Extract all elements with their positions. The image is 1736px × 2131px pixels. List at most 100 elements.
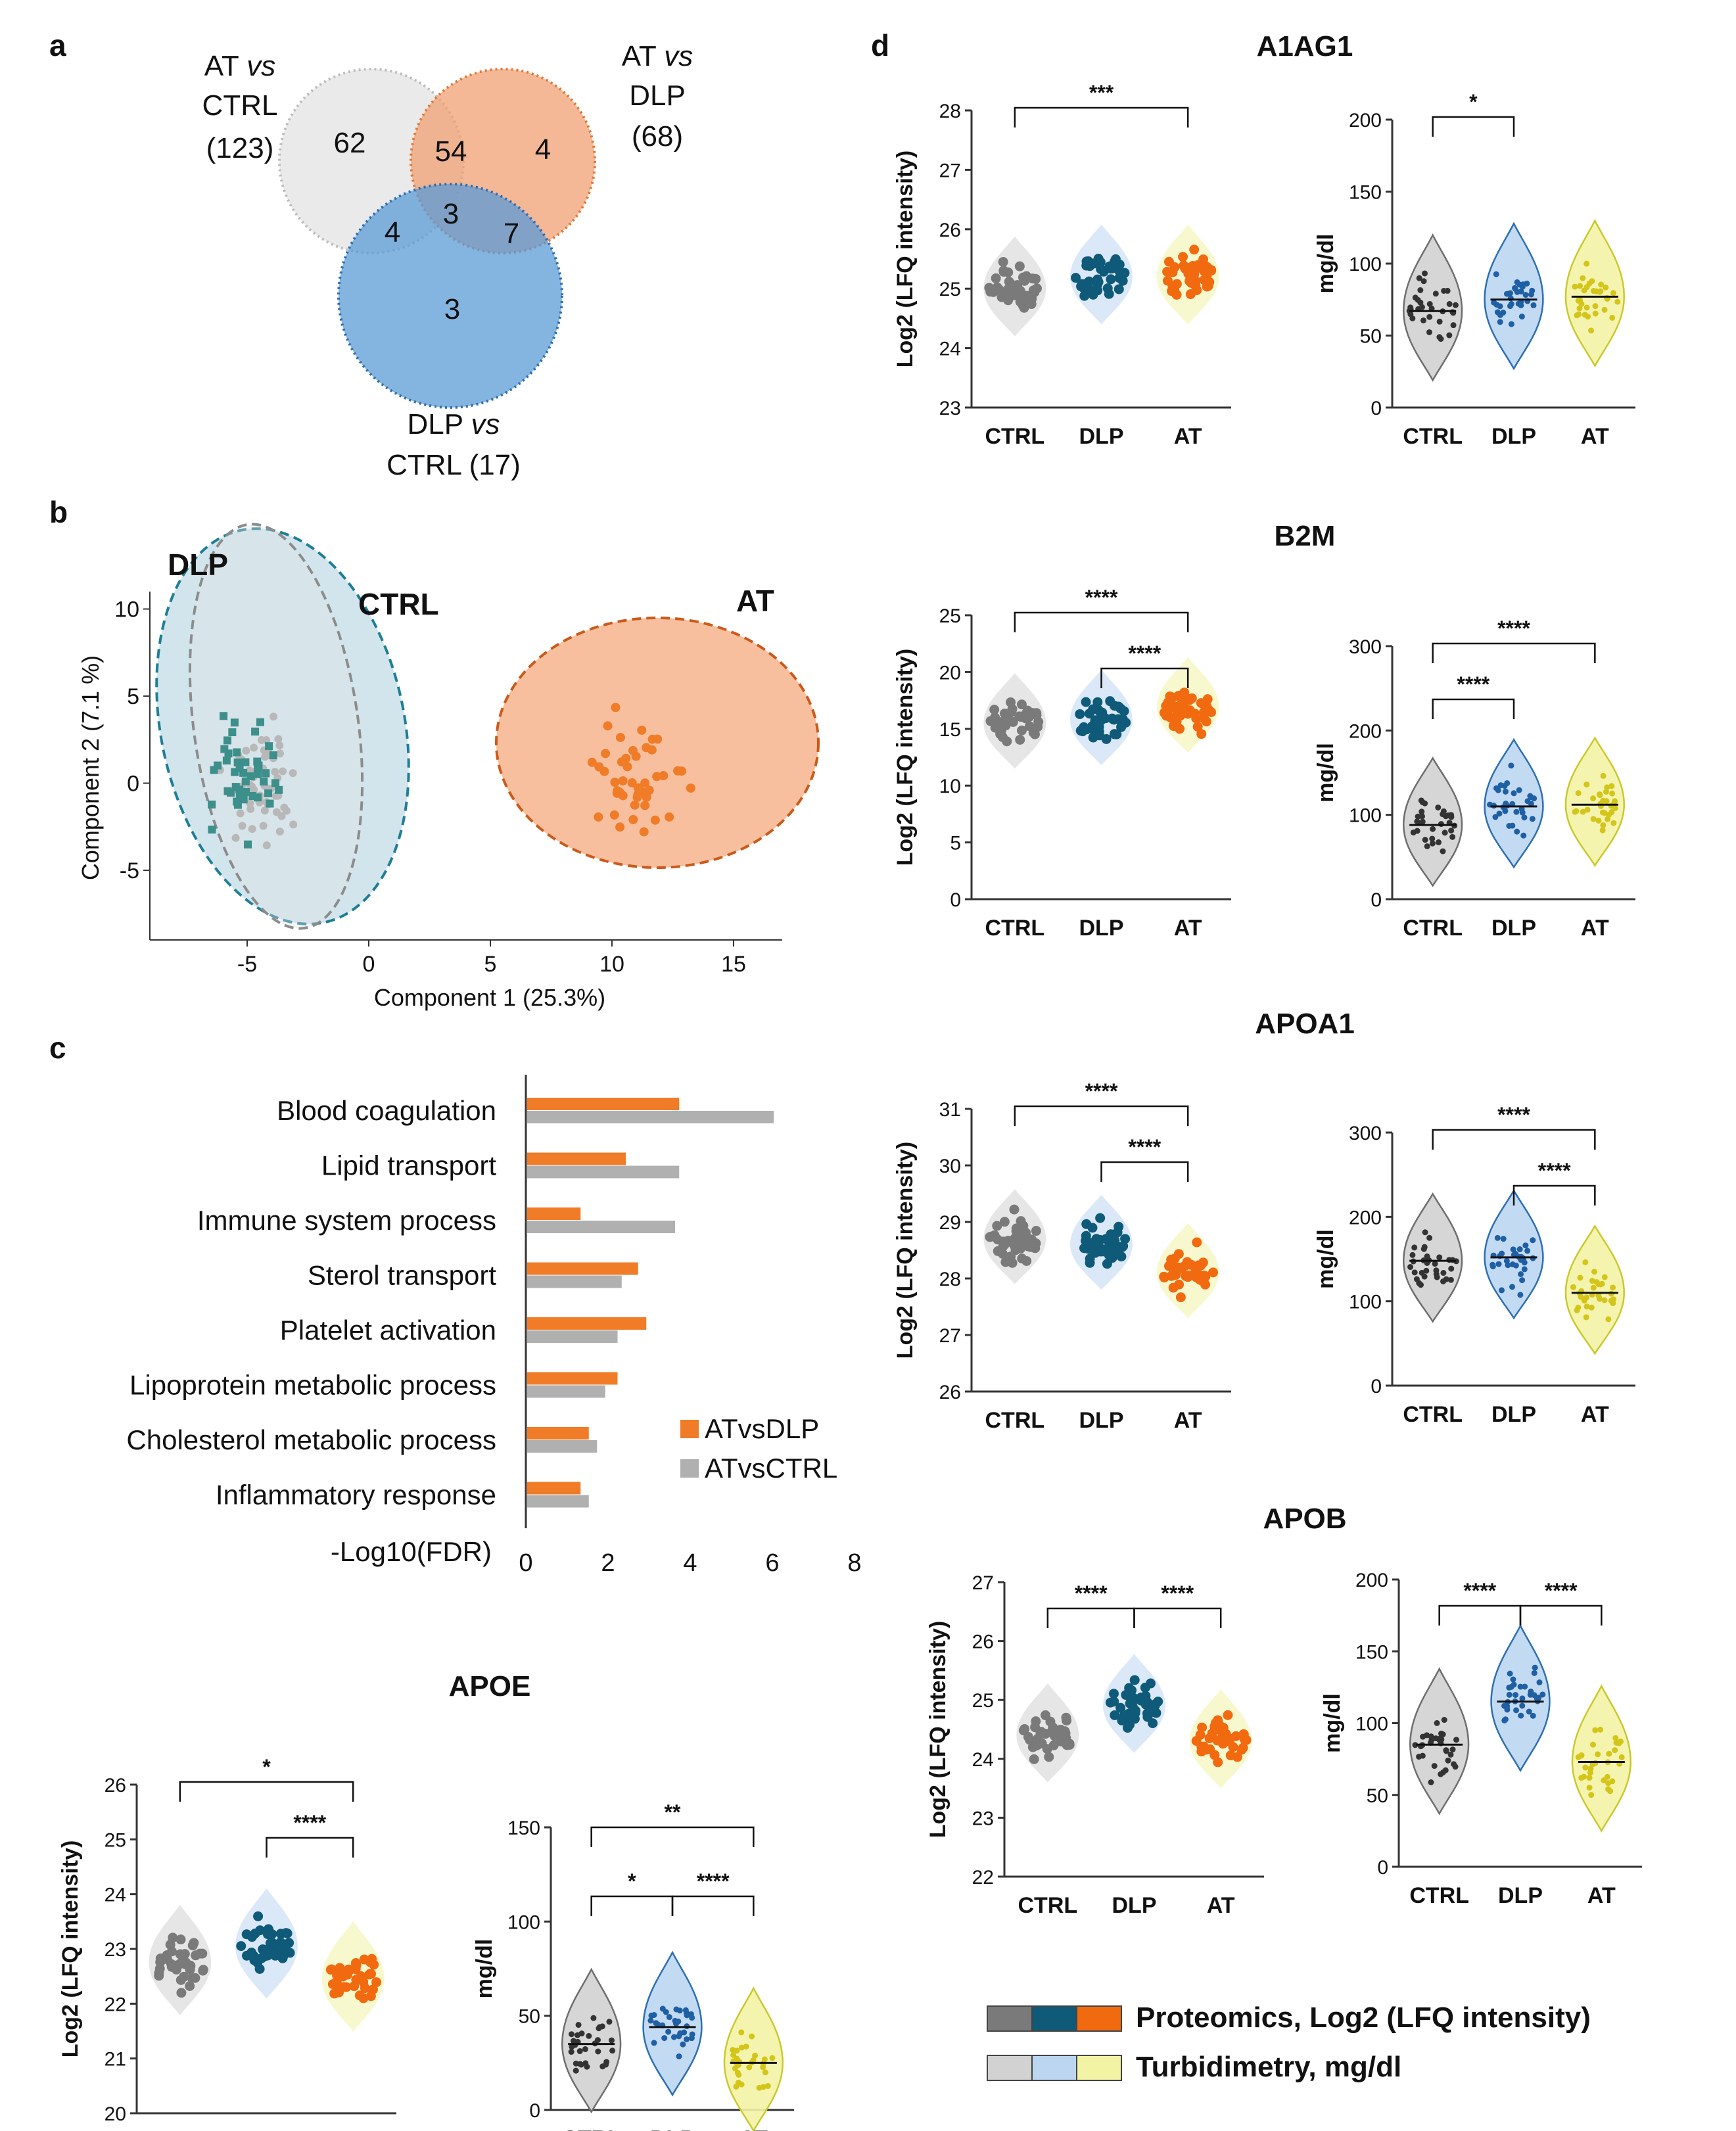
violin-point-at	[1580, 275, 1586, 281]
violin-point-ctrl	[195, 1948, 205, 1959]
violin-category-label: AT	[1581, 424, 1609, 449]
violin-point-ctrl	[595, 2048, 601, 2055]
violin-point-dlp	[1081, 697, 1091, 707]
point-at	[627, 778, 637, 788]
violin-point-dlp	[1115, 1702, 1126, 1713]
point-dlp	[223, 736, 232, 745]
point-dlp	[233, 801, 242, 809]
violin-point-ctrl	[1432, 291, 1439, 297]
violin-point-ctrl	[996, 726, 1006, 736]
violin-point-dlp	[1530, 1237, 1536, 1244]
violin-point-ctrl	[991, 273, 1001, 283]
violin-point-ctrl	[1031, 1716, 1041, 1727]
violin-point-ctrl	[1416, 1754, 1422, 1760]
point-at	[659, 771, 669, 781]
significance-stars: ****	[697, 1869, 730, 1893]
violin-category-label: DLP	[1491, 1402, 1536, 1427]
violin-point-at	[1175, 1292, 1186, 1303]
significance-bracket	[1100, 1161, 1189, 1182]
violin-y-axis-label: Log2 (LFQ intensity)	[926, 1621, 950, 1838]
point-dlp	[254, 764, 262, 773]
violin-title: B2M	[1275, 520, 1336, 552]
point-dlp	[230, 718, 239, 727]
violin-point-at	[769, 2055, 776, 2061]
violin-point-dlp	[1522, 1683, 1528, 1690]
violin-y-axis-label: mg/dl	[1313, 743, 1338, 803]
point-dlp	[244, 840, 252, 849]
violin-point-dlp	[1513, 1262, 1519, 1269]
point-dlp	[208, 826, 216, 834]
violin-category-label: AT	[1174, 916, 1202, 941]
point-ctrl	[257, 736, 266, 744]
violin-point-ctrl	[176, 1934, 186, 1945]
point-dlp	[233, 748, 241, 757]
violin-point-dlp	[1494, 1234, 1501, 1241]
violin-category-label: AT	[1581, 916, 1609, 941]
significance-stars: **	[665, 1800, 681, 1824]
violin-point-ctrl	[1048, 1722, 1058, 1733]
bar-category-label: Lipid transport	[321, 1150, 496, 1181]
violin-body-ctrl	[1403, 1192, 1463, 1323]
point-dlp	[228, 728, 237, 737]
violin-y-tick-label: 23	[939, 398, 961, 419]
violin-point-dlp	[1106, 274, 1116, 285]
significance-bracket	[1438, 1604, 1522, 1626]
violin-point-at	[1171, 701, 1181, 712]
point-at	[633, 789, 643, 799]
point-dlp	[262, 769, 270, 778]
violin-point-ctrl	[1033, 722, 1043, 732]
bar-category-label: Sterol transport	[308, 1260, 496, 1291]
violin-point-dlp	[1513, 808, 1520, 815]
significance-bracket	[1014, 611, 1189, 632]
violin-point-dlp	[253, 1911, 264, 1921]
bar-atvsctrl	[527, 1111, 774, 1123]
violin-point-ctrl	[1426, 1234, 1433, 1241]
violin-category-label: CTRL	[985, 916, 1045, 941]
significance-bracket	[1100, 667, 1189, 688]
violin-point-at	[1588, 1792, 1595, 1798]
violin-point-ctrl	[1445, 1757, 1451, 1764]
violin-y-tick-label: 25	[939, 279, 961, 300]
violin-y-tick-label: 21	[105, 2049, 126, 2071]
violin-point-at	[1189, 245, 1200, 255]
violin-point-dlp	[1516, 1246, 1523, 1253]
venn-diagram: AT vs CTRL (123) AT vs DLP (68) DLP vs C…	[202, 40, 693, 481]
bar-atvsdlp	[527, 1207, 581, 1220]
violin-point-ctrl	[1411, 1244, 1418, 1251]
significance-stars: *	[628, 1869, 636, 1893]
significance-stars: ****	[1085, 586, 1118, 609]
violin-point-dlp	[1092, 697, 1103, 707]
violin-point-at	[1603, 798, 1610, 805]
violin-point-ctrl	[1426, 301, 1433, 308]
bar-atvsctrl	[527, 1275, 622, 1288]
violin-y-tick-label: 25	[972, 1690, 994, 1712]
point-dlp	[264, 789, 273, 797]
violin-point-ctrl	[1016, 725, 1027, 736]
significance-bracket	[671, 1895, 755, 1916]
violin-point-at	[1608, 1298, 1614, 1304]
x-tick-label: 15	[721, 952, 746, 977]
violin-point-at	[1601, 1297, 1608, 1303]
violin-point-ctrl	[1446, 812, 1453, 819]
violin-point-dlp	[1075, 709, 1085, 719]
point-ctrl	[262, 841, 271, 850]
violin-point-ctrl	[1440, 1270, 1447, 1276]
violin-point-ctrl	[179, 1971, 189, 1982]
violin-point-at	[366, 1969, 377, 1979]
violin-point-dlp	[1108, 1689, 1119, 1699]
point-at	[599, 766, 609, 776]
violin-point-at	[1202, 262, 1212, 272]
violin-point-dlp	[1529, 816, 1536, 822]
venn-count-only-at-dlp: 4	[535, 133, 551, 166]
violin-point-ctrl	[1435, 804, 1442, 810]
violin-point-dlp	[1517, 1292, 1524, 1298]
violin-point-dlp	[1114, 259, 1125, 269]
violin-point-dlp	[1095, 257, 1106, 268]
violin-y-tick-label: 100	[1349, 805, 1382, 827]
violin-point-ctrl	[1447, 1276, 1454, 1283]
violin-point-at	[1169, 1268, 1179, 1278]
violin-point-ctrl	[1418, 797, 1424, 804]
violin-point-at	[1609, 790, 1616, 797]
violin-point-ctrl	[1037, 1727, 1047, 1738]
violin-point-dlp	[1518, 1712, 1524, 1719]
